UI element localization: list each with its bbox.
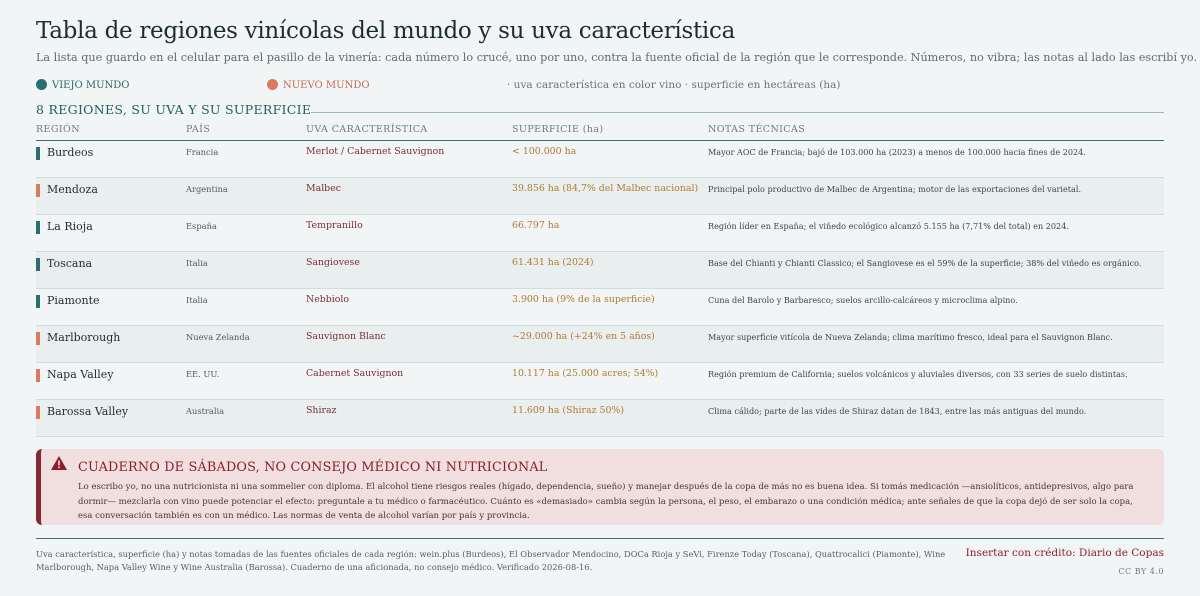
cell-notes: Región líder en España; el viñedo ecológ… [708,221,1069,231]
footer-sources: Uva característica, superficie (ha) y no… [36,549,946,572]
cell-notes: Mayor superficie vitícola de Nueva Zelan… [708,332,1113,342]
table-row: Toscana Italia Sangiovese 61.431 ha (2024) B… [36,252,1164,289]
cell-notes: Región premium de California; suelos vol… [708,369,1128,379]
cell-region: Napa Valley [47,368,114,381]
new-world-marker [36,406,40,419]
warning-box: CUADERNO DE SÁBADOS, NO CONSEJO MÉDICO N… [36,449,1164,525]
warning-triangle-icon [51,456,67,470]
footer-license: CC BY 4.0 [1118,567,1164,576]
cell-area: < 100.000 ha [512,146,577,157]
legend-new-world-label: NUEVO MUNDO [283,80,370,91]
cell-grape: Cabernet Sauvignon [306,368,404,379]
cell-area: 3.900 ha (9% de la superficie) [512,294,655,305]
cell-region: Barossa Valley [47,405,129,418]
cell-grape: Tempranillo [306,220,363,231]
cell-grape: Sauvignon Blanc [306,331,386,342]
cell-notes: Mayor AOC de Francia; bajó de 103.000 ha… [708,147,1086,157]
new-world-dot-icon [267,79,278,90]
table-row: Mendoza Argentina Malbec 39.856 ha (84,7% d… [36,178,1164,215]
cell-area: 61.431 ha (2024) [512,257,594,268]
table-row: Barossa Valley Australia Shiraz 11.609 ha (… [36,400,1164,437]
header-notes: NOTAS TÉCNICAS [708,124,806,135]
cell-country: Australia [186,406,225,416]
table-row: Marlborough Nueva Zelanda Sauvignon Blanc ~… [36,326,1164,363]
old-world-dot-icon [36,79,47,90]
footer-divider [36,538,1164,539]
cell-notes: Principal polo productivo de Malbec de A… [708,184,1082,194]
cell-region: Toscana [47,257,93,270]
old-world-marker [36,258,40,271]
table-row: Piamonte Italia Nebbiolo 3.900 ha (9% de la… [36,289,1164,326]
cell-area: 10.117 ha (25.000 acres; 54%) [512,368,659,379]
cell-grape: Malbec [306,183,341,194]
cell-country: EE. UU. [186,369,220,379]
header-region: REGIÓN [36,124,80,135]
cell-notes: Base del Chianti y Chianti Classico; el … [708,258,1142,268]
footer-credit: Insertar con crédito: Diario de Copas [965,547,1164,559]
new-world-marker [36,184,40,197]
section-title: 8 REGIONES, SU UVA Y SU SUPERFICIE [36,102,312,117]
old-world-marker [36,147,40,160]
legend-old-world: VIEJO MUNDO [36,79,130,91]
header-area: SUPERFICIE (ha) [512,124,604,135]
table-row: La Rioja España Tempranillo 66.797 ha Región… [36,215,1164,252]
cell-area: ~29.000 ha (+24% en 5 años) [512,331,655,342]
legend-note: · uva característica en color vino · sup… [507,79,841,91]
cell-area: 66.797 ha [512,220,560,231]
cell-notes: Cuna del Barolo y Barbaresco; suelos arc… [708,295,1018,305]
page-subtitle: La lista que guardo en el celular para e… [36,51,1198,64]
legend-new-world: NUEVO MUNDO [267,79,370,91]
legend-old-world-label: VIEJO MUNDO [52,80,130,91]
table-body: Burdeos Francia Merlot / Cabernet Sauvigno… [36,141,1164,437]
cell-area: 39.856 ha (84,7% del Malbec nacional) [512,183,699,194]
cell-region: Burdeos [47,146,94,159]
table-row: Napa Valley EE. UU. Cabernet Sauvignon 10.1… [36,363,1164,400]
page-title: Tabla de regiones vinícolas del mundo y … [36,18,735,44]
cell-country: Francia [186,147,219,157]
old-world-marker [36,221,40,234]
section-divider [311,112,1164,113]
table-row: Burdeos Francia Merlot / Cabernet Sauvigno… [36,141,1164,178]
cell-grape: Shiraz [306,405,337,416]
cell-grape: Merlot / Cabernet Sauvignon [306,146,445,157]
cell-region: La Rioja [47,220,93,233]
cell-grape: Nebbiolo [306,294,350,305]
cell-country: Nueva Zelanda [186,332,250,342]
cell-region: Piamonte [47,294,100,307]
header-grape: UVA CARACTERÍSTICA [306,124,428,135]
cell-region: Marlborough [47,331,121,344]
header-country: PAÍS [186,124,211,135]
warning-title: CUADERNO DE SÁBADOS, NO CONSEJO MÉDICO N… [78,460,548,475]
cell-notes: Clima cálido; parte de las vides de Shir… [708,406,1087,416]
cell-region: Mendoza [47,183,98,196]
table-header: REGIÓN PAÍS UVA CARACTERÍSTICA SUPERFICI… [36,123,1164,141]
new-world-marker [36,332,40,345]
warning-body: Lo escribo yo, no una nutricionista ni u… [78,482,1134,521]
cell-area: 11.609 ha (Shiraz 50%) [512,405,624,416]
cell-grape: Sangiovese [306,257,360,268]
cell-country: Argentina [186,184,228,194]
cell-country: Italia [186,258,208,268]
cell-country: Italia [186,295,208,305]
new-world-marker [36,369,40,382]
cell-country: España [186,221,217,231]
old-world-marker [36,295,40,308]
